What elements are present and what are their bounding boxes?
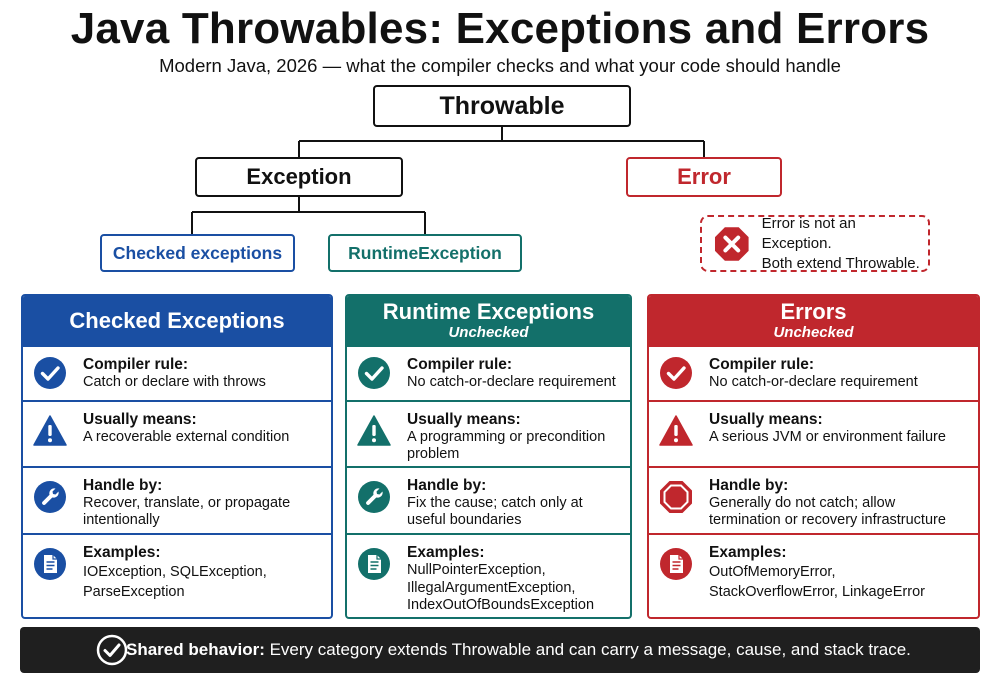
card-subtitle: Unchecked: [773, 324, 854, 341]
card-title: Errors: [780, 299, 847, 324]
row-body-line: No catch-or-declare requirement: [709, 374, 918, 390]
row-label: Usually means:: [83, 411, 197, 428]
row-label: Examples:: [83, 544, 161, 561]
card-header: Runtime Exceptions Unchecked: [347, 296, 630, 345]
card-header: Checked Exceptions: [23, 296, 331, 345]
check-circle-icon: [33, 356, 67, 390]
card-row: Usually means: A programming or precondit…: [347, 400, 630, 466]
card-errors: Errors Unchecked Compiler rule: No catch-or…: [647, 294, 980, 619]
document-icon: [33, 547, 67, 581]
error-octagon-icon: [714, 226, 749, 261]
error-note-line-1: Error is not an Exception.: [761, 214, 856, 252]
card-row: Handle by: Generally do not catch; allow t…: [649, 466, 978, 533]
card-subtitle: Unchecked: [448, 324, 529, 341]
row-body-line: Generally do not catch; allow: [709, 495, 896, 511]
row-body-line: OutOfMemoryError,: [709, 564, 836, 580]
row-label: Compiler rule:: [407, 356, 513, 373]
row-label: Usually means:: [407, 411, 521, 428]
row-label: Handle by:: [709, 477, 789, 494]
card-row: Examples: IOException, SQLException, Parse…: [23, 533, 331, 617]
card-row: Compiler rule: No catch-or-declare requir…: [649, 345, 978, 400]
card-checked-exceptions: Checked Exceptions Compiler rule: Catch or…: [21, 294, 333, 619]
wrench-icon: [357, 480, 391, 514]
node-checked-exceptions: Checked exceptions: [100, 234, 295, 272]
check-circle-icon: [659, 356, 693, 390]
row-body-line: Recover, translate, or propagate: [83, 495, 291, 511]
row-body-line: Catch or declare with throws: [83, 374, 266, 390]
wrench-icon: [33, 480, 67, 514]
card-title: Checked Exceptions: [69, 307, 285, 333]
warning-triangle-icon: [659, 414, 693, 448]
banner-label: Shared behavior:: [126, 640, 265, 659]
row-body-line: No catch-or-declare requirement: [407, 374, 616, 390]
document-icon: [659, 547, 693, 581]
card-row: Usually means: A serious JVM or environme…: [649, 400, 978, 466]
node-error: Error: [626, 157, 782, 197]
row-label: Examples:: [407, 544, 485, 561]
card-row: Handle by: Fix the cause; catch only at us…: [347, 466, 630, 533]
card-title: Runtime Exceptions: [382, 299, 595, 324]
row-body-line: Fix the cause; catch only at: [407, 495, 583, 511]
row-body-line: ParseException: [83, 584, 185, 600]
hierarchy-connectors: [191, 127, 705, 234]
row-body-line: A programming or precondition: [407, 429, 606, 445]
row-body-line: useful boundaries: [407, 512, 522, 528]
page-title: Java Throwables: Exceptions and Errors: [70, 4, 930, 53]
check-circle-icon: [96, 634, 128, 666]
node-exception: Exception: [195, 157, 403, 197]
card-header: Errors Unchecked: [649, 296, 978, 345]
row-body-line: A serious JVM or environment failure: [709, 429, 946, 445]
warning-triangle-icon: [357, 414, 391, 448]
card-row: Compiler rule: Catch or declare with thro…: [23, 345, 331, 400]
row-label: Compiler rule:: [709, 356, 815, 373]
row-body-line: problem: [407, 446, 460, 462]
shared-behavior-banner: Shared behavior: Every category extends …: [20, 627, 980, 673]
error-note: Error is not an Exception. Both extend T…: [700, 215, 930, 272]
card-row: Examples: NullPointerException, IllegalArg…: [347, 533, 630, 617]
row-body-line: IllegalArgumentException,: [407, 579, 576, 596]
document-icon: [357, 547, 391, 581]
row-body-line: StackOverflowError, LinkageError: [709, 584, 925, 600]
row-label: Handle by:: [83, 477, 163, 494]
card-row: Handle by: Recover, translate, or propaga…: [23, 466, 331, 533]
check-circle-icon: [357, 356, 391, 390]
card-row: Examples: OutOfMemoryError, StackOverflowE…: [649, 533, 978, 617]
card-runtime-exceptions: Runtime Exceptions Unchecked Compiler rule…: [345, 294, 632, 619]
row-label: Compiler rule:: [83, 356, 189, 373]
row-label: Usually means:: [709, 411, 823, 428]
row-label: Examples:: [709, 544, 787, 561]
card-row: Usually means: A recoverable external con…: [23, 400, 331, 466]
banner-text: Every category extends Throwable and can…: [264, 640, 911, 659]
row-body-line: A recoverable external condition: [83, 429, 290, 445]
warning-triangle-icon: [33, 414, 67, 448]
row-body-line: intentionally: [83, 512, 160, 528]
node-throwable: Throwable: [373, 85, 631, 127]
row-body-line: IndexOutOfBoundsException: [407, 597, 595, 613]
row-label: Handle by:: [407, 477, 487, 494]
card-row: Compiler rule: No catch-or-declare requir…: [347, 345, 630, 400]
row-body-line: IOException, SQLException,: [83, 564, 267, 580]
row-body-line: termination or recovery infrastructure: [709, 512, 946, 528]
row-body-line: NullPointerException,: [407, 562, 546, 578]
page-subtitle: Modern Java, 2026 — what the compiler ch…: [159, 55, 841, 76]
stop-octagon-icon: [659, 480, 693, 514]
error-note-line-2: Both extend Throwable.: [761, 254, 920, 272]
node-runtime-exception: RuntimeException: [328, 234, 522, 272]
